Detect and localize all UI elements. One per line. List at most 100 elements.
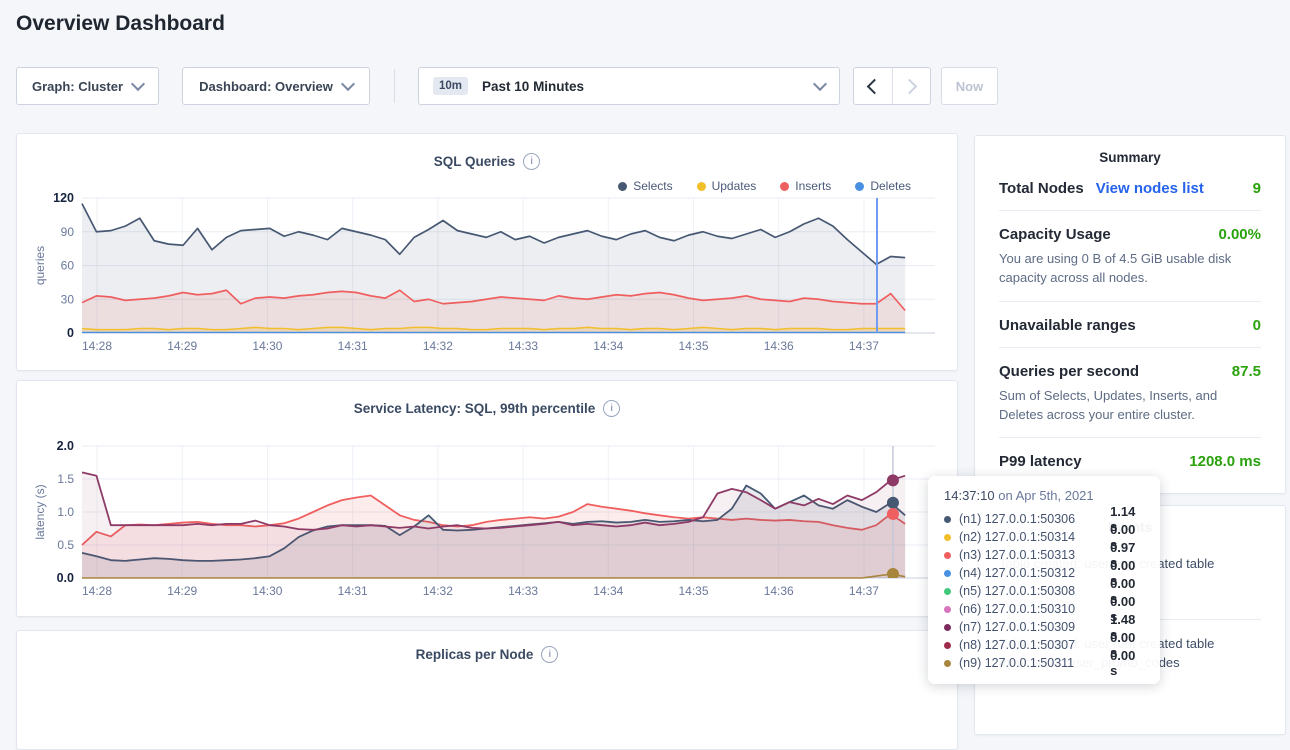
svg-text:14:28: 14:28 (82, 584, 112, 598)
svg-text:latency (s): latency (s) (33, 484, 47, 539)
summary-card: Summary Total Nodes View nodes list 9 Ca… (974, 135, 1286, 494)
svg-text:1.5: 1.5 (57, 472, 74, 486)
node-label: (n3) 127.0.0.1:50313 (959, 548, 1110, 562)
node-dot-icon (944, 534, 951, 541)
node-label: (n7) 127.0.0.1:50309 (959, 620, 1110, 634)
chevron-down-icon (341, 77, 355, 91)
total-nodes-value: 9 (1253, 180, 1261, 197)
replicas-title: Replicas per Node (416, 647, 534, 662)
time-range-selector[interactable]: 10m Past 10 Minutes (418, 67, 840, 105)
tooltip-date: on Apr 5th, 2021 (995, 488, 1094, 503)
info-icon[interactable]: i (523, 153, 540, 170)
view-nodes-list-link[interactable]: View nodes list (1096, 180, 1204, 197)
node-dot-icon (944, 570, 951, 577)
svg-text:14:30: 14:30 (252, 339, 282, 353)
graph-dropdown[interactable]: Graph: Cluster (16, 67, 159, 105)
summary-row-qps: Queries per second 87.5 Sum of Selects, … (999, 348, 1261, 439)
node-dot-icon (944, 588, 951, 595)
tooltip-row: (n9) 127.0.0.1:503110.00 s (944, 654, 1146, 672)
summary-row-unavailable: Unavailable ranges 0 (999, 302, 1261, 348)
svg-text:14:37: 14:37 (849, 339, 879, 353)
p99-latency-value: 1208.0 ms (1189, 453, 1261, 470)
svg-text:60: 60 (61, 259, 75, 273)
sql-queries-title-row: SQL Queries i (17, 153, 957, 170)
total-nodes-label: Total Nodes (999, 180, 1084, 197)
info-icon[interactable]: i (541, 646, 558, 663)
replicas-card: Replicas per Node i (16, 630, 958, 750)
svg-text:14:28: 14:28 (82, 339, 112, 353)
tooltip-rows: (n1) 127.0.0.1:503061.14 s (n2) 127.0.0.… (944, 510, 1146, 672)
time-range-label: Past 10 Minutes (482, 79, 584, 94)
unavailable-ranges-value: 0 (1253, 317, 1261, 334)
sql-queries-chart[interactable]: 14:2814:2914:3014:3114:3214:3314:3414:35… (30, 190, 950, 360)
svg-text:90: 90 (61, 225, 75, 239)
service-latency-title-row: Service Latency: SQL, 99th percentile i (17, 400, 957, 417)
next-time-button[interactable] (892, 68, 931, 104)
svg-text:0: 0 (67, 326, 74, 340)
svg-text:14:32: 14:32 (423, 584, 453, 598)
service-latency-chart[interactable]: 14:28 14:29 14:30 14:31 14:32 14:33 14:34 14:35… (30, 438, 950, 604)
svg-text:14:29: 14:29 (167, 584, 197, 598)
service-latency-title: Service Latency: SQL, 99th percentile (354, 401, 596, 416)
node-dot-icon (944, 552, 951, 559)
node-label: (n2) 127.0.0.1:50314 (959, 530, 1110, 544)
node-dot-icon (944, 624, 951, 631)
svg-text:14:36: 14:36 (764, 584, 794, 598)
svg-text:14:37: 14:37 (849, 584, 879, 598)
time-step-buttons (853, 67, 931, 105)
node-label: (n9) 127.0.0.1:50311 (959, 656, 1110, 670)
node-dot-icon (944, 642, 951, 649)
svg-text:14:30: 14:30 (252, 584, 282, 598)
sql-queries-title: SQL Queries (434, 154, 516, 169)
capacity-desc: You are using 0 B of 4.5 GiB usable disk… (999, 250, 1261, 288)
unavailable-ranges-label: Unavailable ranges (999, 317, 1136, 334)
svg-text:14:31: 14:31 (338, 584, 368, 598)
toolbar-divider (394, 69, 395, 103)
chevron-down-icon (131, 77, 145, 91)
node-dot-icon (944, 660, 951, 667)
capacity-value: 0.00% (1218, 226, 1261, 243)
svg-text:14:35: 14:35 (679, 584, 709, 598)
chevron-left-icon (866, 78, 882, 94)
prev-time-button[interactable] (854, 68, 892, 104)
node-label: (n4) 127.0.0.1:50312 (959, 566, 1110, 580)
dashboard-dropdown[interactable]: Dashboard: Overview (182, 67, 370, 105)
tooltip-time: 14:37:10 (944, 488, 995, 503)
svg-text:14:33: 14:33 (508, 339, 538, 353)
summary-row-capacity: Capacity Usage 0.00% You are using 0 B o… (999, 211, 1261, 302)
time-range-badge: 10m (433, 77, 468, 95)
svg-text:14:34: 14:34 (593, 584, 623, 598)
summary-title: Summary (999, 150, 1261, 165)
chevron-down-icon (813, 77, 827, 91)
qps-value: 87.5 (1232, 363, 1261, 380)
svg-text:0.5: 0.5 (57, 538, 74, 552)
qps-desc: Sum of Selects, Updates, Inserts, and De… (999, 387, 1261, 425)
svg-text:14:32: 14:32 (423, 339, 453, 353)
capacity-label: Capacity Usage (999, 226, 1111, 243)
svg-text:queries: queries (33, 246, 47, 285)
node-value: 0.00 s (1110, 648, 1146, 678)
svg-text:14:31: 14:31 (338, 339, 368, 353)
svg-text:14:33: 14:33 (508, 584, 538, 598)
dashboard-dropdown-label: Dashboard: Overview (199, 79, 333, 94)
svg-text:2.0: 2.0 (57, 439, 74, 453)
svg-text:14:35: 14:35 (679, 339, 709, 353)
now-button[interactable]: Now (941, 67, 998, 105)
node-dot-icon (944, 606, 951, 613)
svg-text:14:36: 14:36 (764, 339, 794, 353)
replicas-title-row: Replicas per Node i (17, 646, 957, 663)
svg-text:0.0: 0.0 (57, 571, 74, 585)
svg-text:14:34: 14:34 (593, 339, 623, 353)
node-label: (n1) 127.0.0.1:50306 (959, 512, 1110, 526)
node-label: (n5) 127.0.0.1:50308 (959, 584, 1110, 598)
info-icon[interactable]: i (603, 400, 620, 417)
tooltip-header: 14:37:10 on Apr 5th, 2021 (944, 488, 1146, 503)
qps-label: Queries per second (999, 363, 1139, 380)
p99-latency-label: P99 latency (999, 453, 1082, 470)
chevron-right-icon (902, 78, 918, 94)
graph-dropdown-label: Graph: Cluster (32, 79, 123, 94)
svg-text:30: 30 (61, 292, 75, 306)
svg-text:1.0: 1.0 (57, 505, 74, 519)
node-dot-icon (944, 516, 951, 523)
node-label: (n8) 127.0.0.1:50307 (959, 638, 1110, 652)
